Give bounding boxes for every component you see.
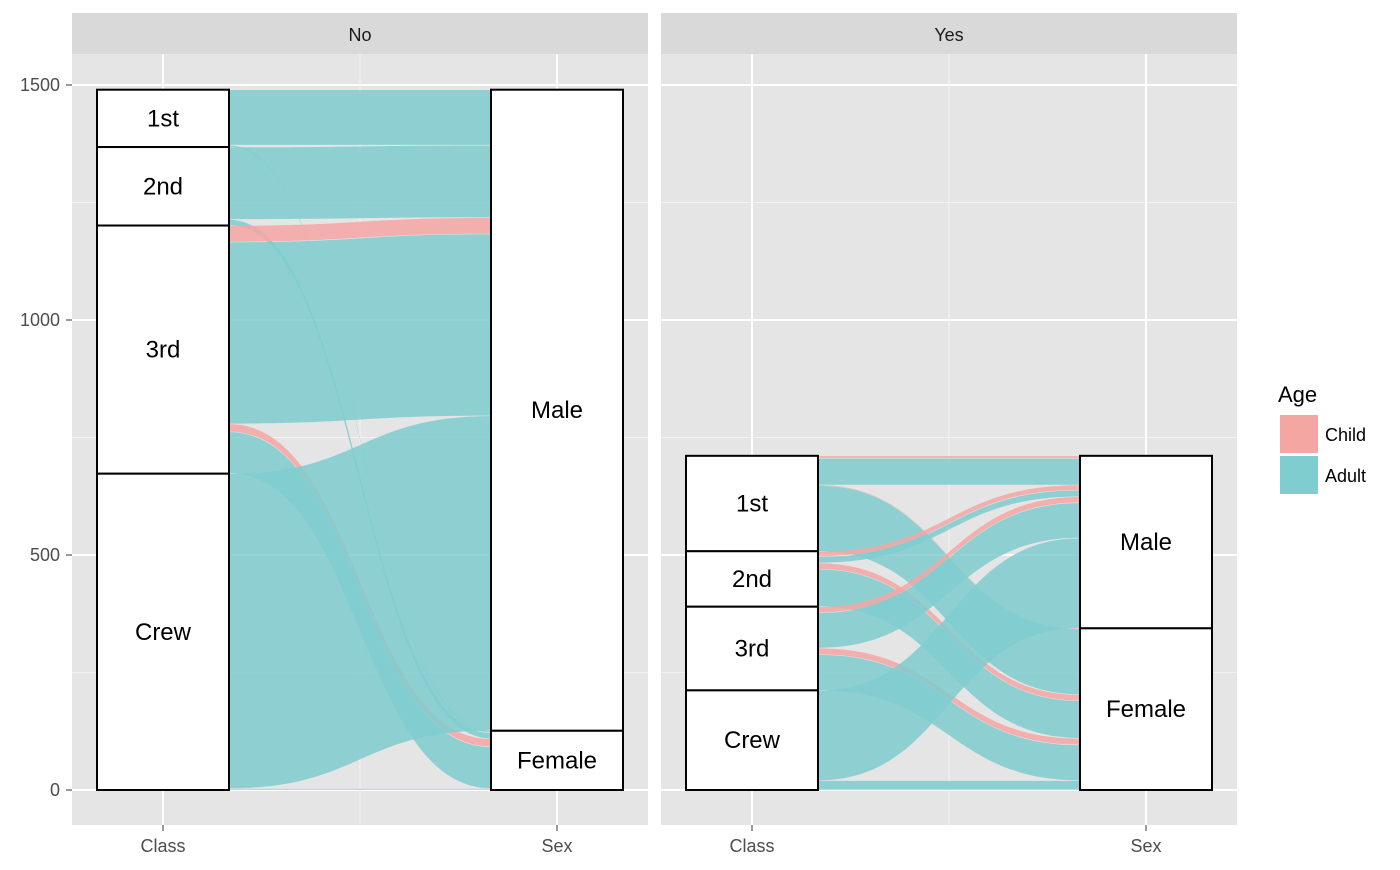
class-stratum-box (96, 472, 230, 791)
class-stratum-label: 3rd (146, 337, 181, 364)
class-stratum-box (96, 146, 230, 227)
class-stratum-box (685, 689, 819, 791)
class-stratum-label: Crew (724, 727, 781, 754)
sex-stratum-label: Male (531, 397, 583, 424)
alluvium-flow (818, 458, 1080, 485)
legend-swatch (1280, 456, 1318, 494)
alluvium-flow (818, 780, 1080, 790)
sex-stratum-box (490, 729, 624, 792)
class-stratum-label: 2nd (732, 566, 772, 593)
sex-stratum-label: Female (1106, 696, 1186, 723)
class-stratum-label: 2nd (143, 173, 183, 200)
class-stratum-box (685, 605, 819, 692)
facet-strip (661, 13, 1237, 54)
x-tick-label: Class (729, 836, 774, 856)
sex-stratum-label: Female (517, 747, 597, 774)
alluvium-flow (229, 145, 491, 220)
alluvium-flow (818, 503, 1080, 648)
legend-swatch (1280, 415, 1318, 453)
alluvium-flow (229, 788, 491, 790)
alluvium-flow (818, 497, 1080, 613)
alluvium-flow (818, 456, 1080, 458)
class-stratum-box (685, 454, 819, 553)
y-tick-label: 1000 (20, 310, 60, 330)
sex-stratum-label: Male (1120, 529, 1172, 556)
alluvium-flow (229, 89, 491, 145)
alluvium-flow (229, 217, 491, 242)
class-stratum-label: Crew (135, 619, 192, 646)
class-stratum-box (96, 88, 230, 149)
y-tick-label: 1500 (20, 75, 60, 95)
legend-item-label: Child (1325, 425, 1366, 445)
facet-strip (72, 13, 648, 54)
x-tick-label: Sex (1130, 836, 1161, 856)
facet-strip-label: Yes (934, 25, 963, 45)
alluvium-flow (229, 234, 491, 424)
x-tick-label: Class (140, 836, 185, 856)
x-tick-label: Sex (541, 836, 572, 856)
alluvium-flow (229, 145, 491, 733)
legend-item-label: Adult (1325, 466, 1366, 486)
facet-strip-label: No (348, 25, 371, 45)
sex-stratum-box (1079, 627, 1213, 791)
class-stratum-label: 1st (736, 491, 768, 518)
sex-stratum-box (490, 88, 624, 732)
class-stratum-label: 3rd (735, 636, 770, 663)
alluvium-flow (818, 490, 1080, 563)
y-tick-label: 500 (30, 545, 60, 565)
y-tick-label: 0 (50, 780, 60, 800)
alluvium-flow (818, 538, 1080, 781)
sex-stratum-box (1079, 454, 1213, 630)
legend-title: Age (1278, 382, 1317, 407)
class-stratum-label: 1st (147, 105, 179, 132)
alluvium-flow (818, 485, 1080, 557)
class-stratum-box (685, 550, 819, 608)
class-stratum-box (96, 224, 230, 475)
alluvium-flow (229, 416, 491, 789)
